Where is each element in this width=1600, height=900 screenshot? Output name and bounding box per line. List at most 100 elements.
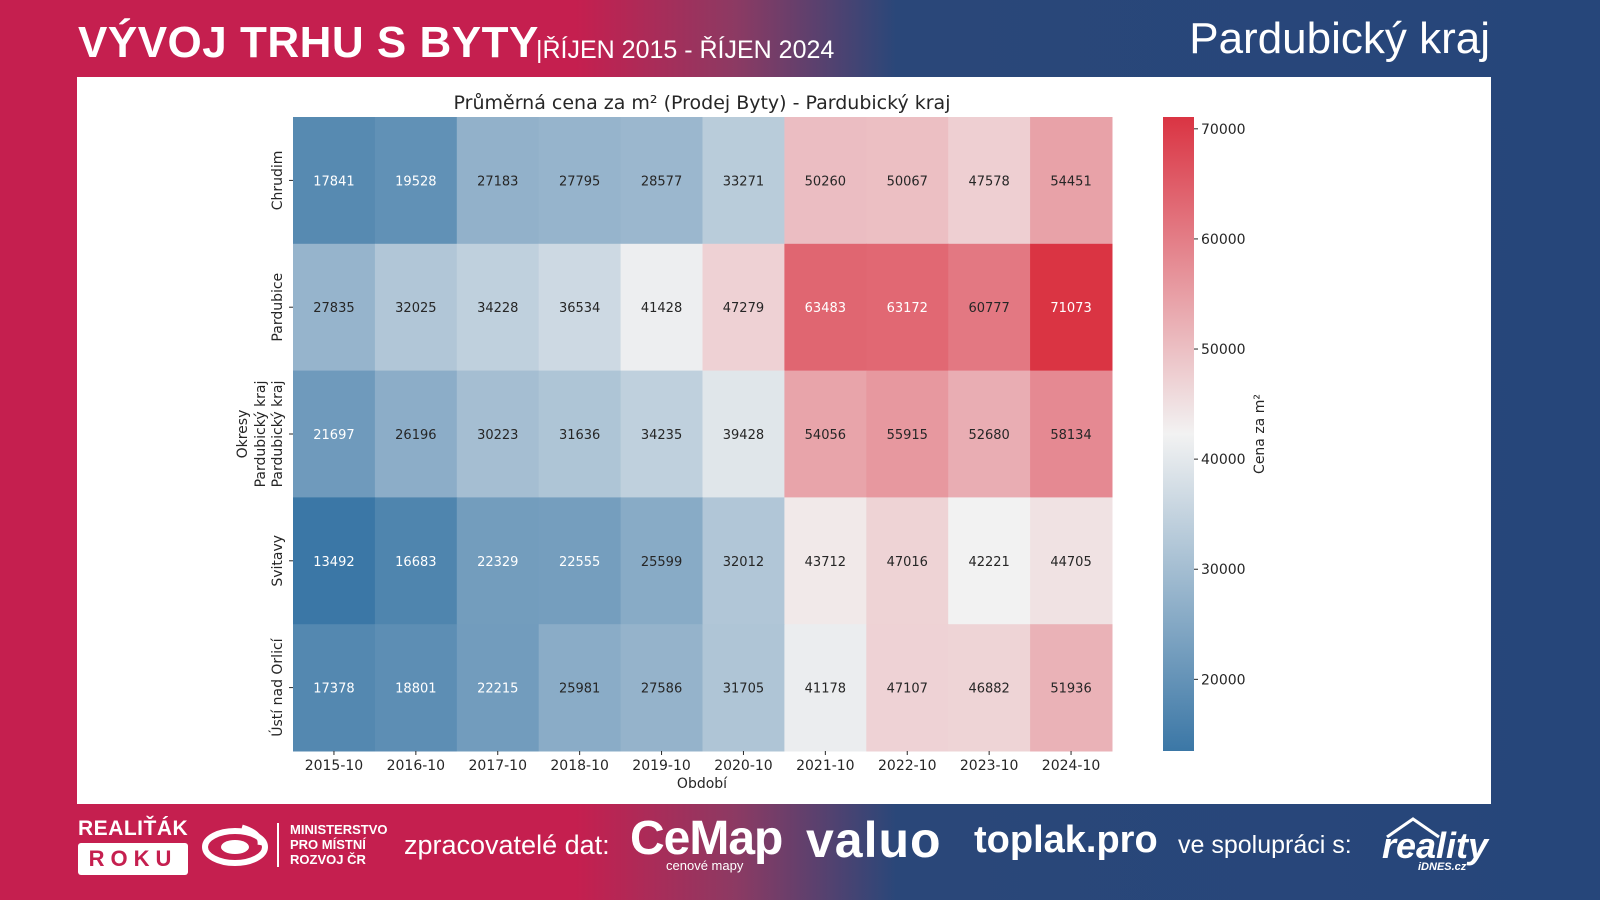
mmr-line-2: PRO MÍSTNÍ xyxy=(290,837,366,852)
heatmap-cell xyxy=(538,624,622,752)
cell-value-label: 63172 xyxy=(887,301,928,316)
x-tick-label: 2016-10 xyxy=(387,758,446,774)
cell-value-label: 31705 xyxy=(723,682,764,697)
cell-value-label: 50067 xyxy=(887,174,928,189)
cell-value-label: 18801 xyxy=(395,682,436,697)
cell-value-label: 50260 xyxy=(805,174,846,189)
cell-value-label: 71073 xyxy=(1050,301,1091,316)
cell-value-label: 33271 xyxy=(723,174,764,189)
cell-value-label: 31636 xyxy=(559,428,600,443)
heatmap-cell xyxy=(784,243,867,372)
colorbar-label: Cena za m² xyxy=(1252,394,1268,474)
heatmap-cell xyxy=(620,117,703,245)
valuo-logo: valuo xyxy=(806,812,942,868)
heatmap-cell xyxy=(948,243,1031,372)
heatmap-cell xyxy=(866,117,949,245)
footer: REALIŤÁK ROKU MINISTERSTVO PRO MÍSTNÍ RO… xyxy=(0,805,1600,900)
mmr-logo-icon xyxy=(202,824,268,866)
house-roof-icon xyxy=(1386,817,1440,839)
heatmap-cell xyxy=(948,624,1031,752)
roku-badge: ROKU xyxy=(78,843,188,875)
cell-value-label: 25599 xyxy=(641,555,682,570)
cell-value-label: 27835 xyxy=(313,301,354,316)
cell-value-label: 52680 xyxy=(968,428,1009,443)
cell-value-label: 42221 xyxy=(968,555,1009,570)
cell-value-label: 19528 xyxy=(395,174,436,189)
toplak-logo: toplak.pro xyxy=(974,819,1158,861)
heatmap-cell xyxy=(374,624,458,752)
cell-value-label: 39428 xyxy=(723,428,764,443)
y-axis-label: Okresy Pardubický kraj xyxy=(235,381,269,488)
heatmap-cell xyxy=(1030,370,1113,498)
cell-value-label: 44705 xyxy=(1050,555,1091,570)
cell-value-label: 27795 xyxy=(559,174,600,189)
y-tick-label: Svitavy xyxy=(270,535,286,587)
heatmap-chart: Průměrná cena za m² (Prodej Byty) - Pard… xyxy=(235,92,1268,792)
colorbar-tick-label: 50000 xyxy=(1201,342,1246,358)
cell-value-label: 32025 xyxy=(395,301,436,316)
colorbar-tick-label: 40000 xyxy=(1201,452,1246,468)
colorbar-tick-label: 20000 xyxy=(1201,672,1246,688)
heatmap-cell xyxy=(620,624,703,752)
heatmap-cell xyxy=(620,370,703,498)
colorbar-tick-label: 30000 xyxy=(1201,562,1246,578)
cell-value-label: 58134 xyxy=(1050,428,1091,443)
heatmap-cell xyxy=(374,243,458,372)
heatmap-cell xyxy=(866,370,949,498)
heatmap-cell xyxy=(1030,624,1113,752)
cell-value-label: 13492 xyxy=(313,555,354,570)
cell-value-label: 60777 xyxy=(968,301,1009,316)
heatmap-cell xyxy=(456,370,540,498)
heatmap-cell xyxy=(293,497,376,625)
x-tick-label: 2021-10 xyxy=(796,758,855,774)
heatmap-cell xyxy=(456,497,540,625)
heatmap-cell xyxy=(784,117,867,245)
colorbar-tick-label: 70000 xyxy=(1201,122,1246,138)
y-tick-label: Pardubický kraj xyxy=(270,381,286,488)
colorbar xyxy=(1163,117,1194,751)
heatmap-cell xyxy=(702,497,785,625)
heatmap-cell xyxy=(374,370,458,498)
cell-value-label: 46882 xyxy=(968,682,1009,697)
heatmap-cell xyxy=(784,624,867,752)
header-date-range: |ŘÍJEN 2015 - ŘÍJEN 2024 xyxy=(536,36,835,64)
processors-label: zpracovatelé dat: xyxy=(404,830,610,860)
footer-divider xyxy=(277,823,279,867)
heatmap-cell xyxy=(702,117,785,245)
heatmap-cell xyxy=(374,117,458,245)
cell-value-label: 16683 xyxy=(395,555,436,570)
cell-value-label: 30223 xyxy=(477,428,518,443)
cell-value-label: 41178 xyxy=(805,682,846,697)
cell-value-label: 63483 xyxy=(805,301,846,316)
heatmap-cell xyxy=(948,497,1031,625)
cell-value-label: 32012 xyxy=(723,555,764,570)
cell-value-label: 36534 xyxy=(559,301,600,316)
y-tick-label: Ústí nad Orlicí xyxy=(268,637,286,736)
x-tick-label: 2015-10 xyxy=(305,758,364,774)
heatmap-cell xyxy=(538,243,622,372)
cemap-logo: CeMap xyxy=(630,812,783,865)
colorbar-tick-label: 60000 xyxy=(1201,232,1246,248)
cell-value-label: 27586 xyxy=(641,682,682,697)
cell-value-label: 41428 xyxy=(641,301,682,316)
cell-value-label: 26196 xyxy=(395,428,436,443)
heatmap-cell xyxy=(620,497,703,625)
y-tick-label: Pardubice xyxy=(270,273,286,342)
cell-value-label: 25981 xyxy=(559,682,600,697)
cemap-subtitle: cenové mapy xyxy=(666,858,744,873)
heatmap-cell xyxy=(866,243,949,372)
mmr-text: MINISTERSTVO PRO MÍSTNÍ ROZVOJ ČR xyxy=(290,822,388,867)
cell-value-label: 51936 xyxy=(1050,682,1091,697)
x-tick-label: 2020-10 xyxy=(714,758,773,774)
x-tick-label: 2017-10 xyxy=(469,758,528,774)
heatmap-cell xyxy=(293,624,376,752)
cell-value-label: 34235 xyxy=(641,428,682,443)
cell-value-label: 22215 xyxy=(477,682,518,697)
idnes-logo: iDNES.cz xyxy=(1418,861,1467,873)
cell-value-label: 22555 xyxy=(559,555,600,570)
y-axis-label-line: Pardubický kraj xyxy=(253,381,269,488)
mmr-line-3: ROZVOJ ČR xyxy=(290,852,366,867)
realitak-logo-text: REALIŤÁK xyxy=(78,817,189,840)
heatmap-cell xyxy=(293,243,376,372)
heatmap-cell xyxy=(702,243,785,372)
